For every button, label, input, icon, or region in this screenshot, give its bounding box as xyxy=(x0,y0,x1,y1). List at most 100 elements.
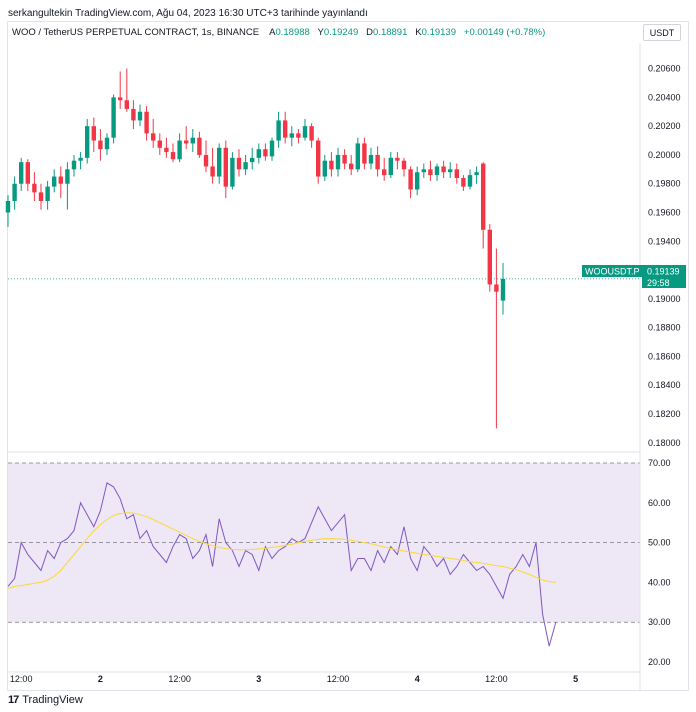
candle-body xyxy=(243,162,248,170)
candle-body xyxy=(12,183,17,202)
published-line: serkangultekin TradingView.com, Ağu 04, … xyxy=(8,8,368,19)
candle-body xyxy=(401,160,407,170)
candle-body xyxy=(441,166,446,173)
low-value: 0.18891 xyxy=(373,27,408,38)
candle-body xyxy=(309,126,314,141)
rsi-tick-label: 70.00 xyxy=(648,458,671,468)
price-tag-price: 0.19139 xyxy=(647,267,680,277)
candle-body xyxy=(184,140,189,144)
price-tick-label: 0.19800 xyxy=(648,179,681,189)
candle-body xyxy=(78,157,83,161)
candle-body xyxy=(223,147,228,187)
candle-body xyxy=(111,97,116,138)
price-tag-countdown: 29:58 xyxy=(647,278,670,288)
price-tick-label: 0.20000 xyxy=(648,150,681,160)
price-tick-label: 0.18400 xyxy=(648,380,681,390)
time-tick-label: 3 xyxy=(256,674,261,684)
price-tag-symbol: WOOUSDT.P xyxy=(585,267,640,277)
rsi-tick-label: 60.00 xyxy=(648,498,671,508)
axes: 0.20600 0.20400 0.20200 0.20000 0.19800 0.196… xyxy=(8,43,681,690)
candle-body xyxy=(250,157,255,163)
candle-body xyxy=(65,169,70,184)
candle-body xyxy=(5,201,11,213)
unit-button[interactable]: USDT xyxy=(643,24,681,41)
candle-body xyxy=(118,97,123,101)
candle-body xyxy=(170,152,176,160)
candle-body xyxy=(434,166,440,176)
candle-body xyxy=(19,162,24,184)
candle-body xyxy=(375,154,380,170)
candle-body xyxy=(355,143,360,170)
candle-body xyxy=(283,120,288,138)
time-tick-label: 12:00 xyxy=(327,674,350,684)
candle-body xyxy=(316,140,321,177)
open-label: A xyxy=(269,27,276,38)
symbol-legend: WOO / TetherUS PERPETUAL CONTRACT, 1s, B… xyxy=(12,27,545,38)
candle-body xyxy=(395,157,400,161)
candle-body xyxy=(362,143,367,164)
candle-body xyxy=(256,149,261,158)
rsi-ma-line xyxy=(7,512,556,589)
price-tick-label: 0.19600 xyxy=(648,208,681,218)
price-tag-bg xyxy=(582,265,686,277)
candle-body xyxy=(388,157,393,176)
tradingview-logo-icon: 17 xyxy=(8,694,19,706)
candle-body xyxy=(98,140,103,150)
current-price-tag: WOOUSDT.P 0.19139 29:58 xyxy=(582,265,686,288)
candle-body xyxy=(302,126,308,138)
candle-body xyxy=(203,154,209,167)
price-tick-label: 0.18200 xyxy=(648,409,681,419)
candle-body xyxy=(487,229,492,285)
change-value: +0.00149 (+0.78%) xyxy=(463,27,546,38)
tradingview-logo[interactable]: 17 TradingView xyxy=(8,694,83,706)
rsi-tick-label: 40.00 xyxy=(648,577,671,587)
time-tick-label: 12:00 xyxy=(485,674,508,684)
candle-body xyxy=(329,160,334,170)
candle-body xyxy=(454,169,459,178)
time-tick-label: 12:00 xyxy=(168,674,191,684)
candle-body xyxy=(276,120,281,141)
candle-body xyxy=(474,172,479,176)
candle-body xyxy=(322,160,327,177)
candle-body xyxy=(349,163,354,170)
brand-name: TradingView xyxy=(22,694,83,706)
candle-body xyxy=(124,100,129,109)
price-pane xyxy=(5,68,640,429)
candle-body xyxy=(415,172,420,190)
open-value: 0.18988 xyxy=(275,27,310,38)
candle-body xyxy=(342,154,347,164)
candle-body xyxy=(45,186,50,202)
price-tick-label: 0.19400 xyxy=(648,236,681,246)
candle-body xyxy=(461,177,466,187)
price-tick-label: 0.19000 xyxy=(648,294,681,304)
close-label: K xyxy=(415,27,422,38)
candle-body xyxy=(151,133,156,141)
time-tick-label: 4 xyxy=(415,674,420,684)
candle-body xyxy=(157,140,162,148)
price-tick-label: 0.18800 xyxy=(648,323,681,333)
candle-body xyxy=(335,154,341,170)
candle-body xyxy=(236,157,242,170)
candle-body xyxy=(190,137,195,144)
candle-body xyxy=(289,133,294,138)
chart-frame xyxy=(7,21,689,691)
candle-body xyxy=(368,154,374,164)
candle-body xyxy=(421,169,426,173)
candle-body xyxy=(500,278,506,301)
low-label: D xyxy=(366,27,374,38)
rsi-tick-label: 20.00 xyxy=(648,657,671,667)
candle-body xyxy=(197,137,202,155)
candle-body xyxy=(25,162,30,184)
candle-body xyxy=(38,192,44,202)
candle-body xyxy=(52,176,57,187)
rsi-tick-label: 30.00 xyxy=(648,617,671,627)
price-tick-label: 0.20600 xyxy=(648,64,681,74)
price-tick-label: 0.20400 xyxy=(648,92,681,102)
price-tick-label: 0.20200 xyxy=(648,121,681,131)
time-tick-label: 2 xyxy=(98,674,103,684)
candle-body xyxy=(296,133,301,138)
candle-body xyxy=(481,163,486,230)
candle-body xyxy=(85,126,90,158)
candle-body xyxy=(58,176,63,184)
